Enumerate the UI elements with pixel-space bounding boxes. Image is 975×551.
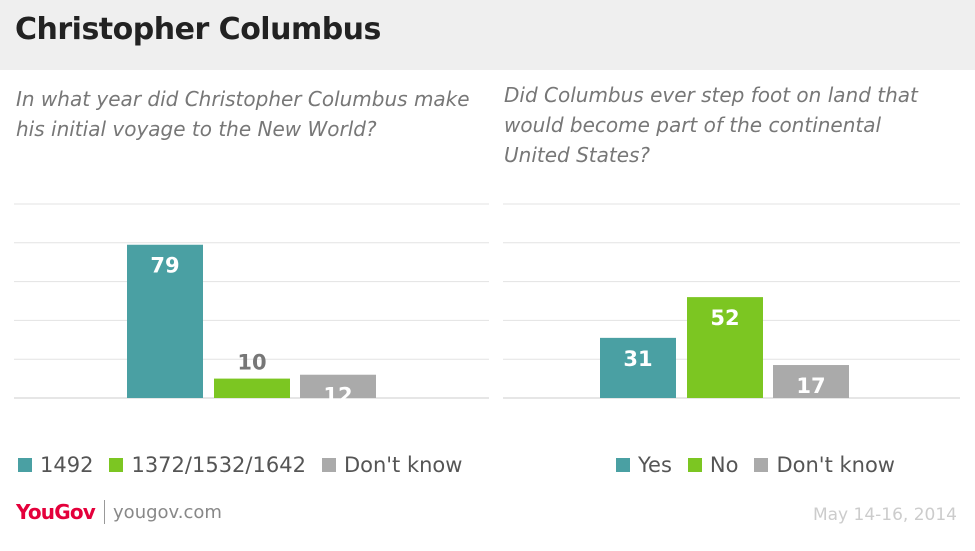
legend-item-dont-know: Don't know [321, 453, 463, 477]
data-label-0-1: 10 [237, 351, 266, 375]
legend-swatch [687, 458, 702, 472]
data-label-1-0: 31 [623, 347, 652, 371]
legend-item-other-years: 1372/1532/1642 [109, 453, 306, 477]
legend-swatch [616, 458, 630, 472]
legend-label: 1372/1532/1642 [131, 453, 306, 477]
data-label-0-0: 79 [150, 254, 179, 278]
page-title: Christopher Columbus [15, 12, 381, 47]
chart-1-question: In what year did Christopher Columbus ma… [16, 87, 470, 141]
legend-label: 1492 [40, 453, 94, 477]
legend-swatch [754, 458, 769, 472]
yougov-logo: YouGov [16, 500, 96, 524]
bar-1-0 [600, 337, 676, 398]
legend-swatch [321, 458, 336, 472]
legend-label: Don't know [776, 453, 895, 477]
legend-item-dont-know: Don't know [754, 453, 895, 477]
chart-1-legend: 1492 1372/1532/1642 Don't know [18, 453, 478, 477]
bar-0-1 [214, 378, 290, 398]
legend-swatch [109, 458, 124, 472]
legend-label: Yes [638, 453, 672, 477]
legend-swatch [18, 458, 32, 472]
chart-2-question: Did Columbus ever step foot on land that… [504, 83, 918, 167]
legend-item-yes: Yes [616, 453, 672, 477]
chart-2-legend: Yes No Don't know [616, 453, 911, 477]
bar-0-0 [127, 244, 203, 398]
header-bar: Christopher Columbus [0, 0, 975, 70]
brand-footer: YouGov yougov.com [16, 500, 222, 524]
legend-label: No [709, 453, 739, 477]
bar-1-2 [773, 365, 849, 398]
legend-label: Don't know [343, 453, 463, 477]
data-label-1-1: 52 [710, 306, 739, 330]
legend-item-1492: 1492 [18, 453, 93, 477]
bar-0-2 [300, 374, 376, 398]
legend-item-no: No [687, 453, 739, 477]
bar-1-1 [687, 297, 763, 398]
site-url: yougov.com [113, 501, 222, 523]
data-label-0-2: 12 [323, 384, 352, 408]
data-label-1-2: 17 [796, 374, 825, 398]
survey-date: May 14-16, 2014 [812, 505, 957, 525]
divider [104, 500, 106, 524]
